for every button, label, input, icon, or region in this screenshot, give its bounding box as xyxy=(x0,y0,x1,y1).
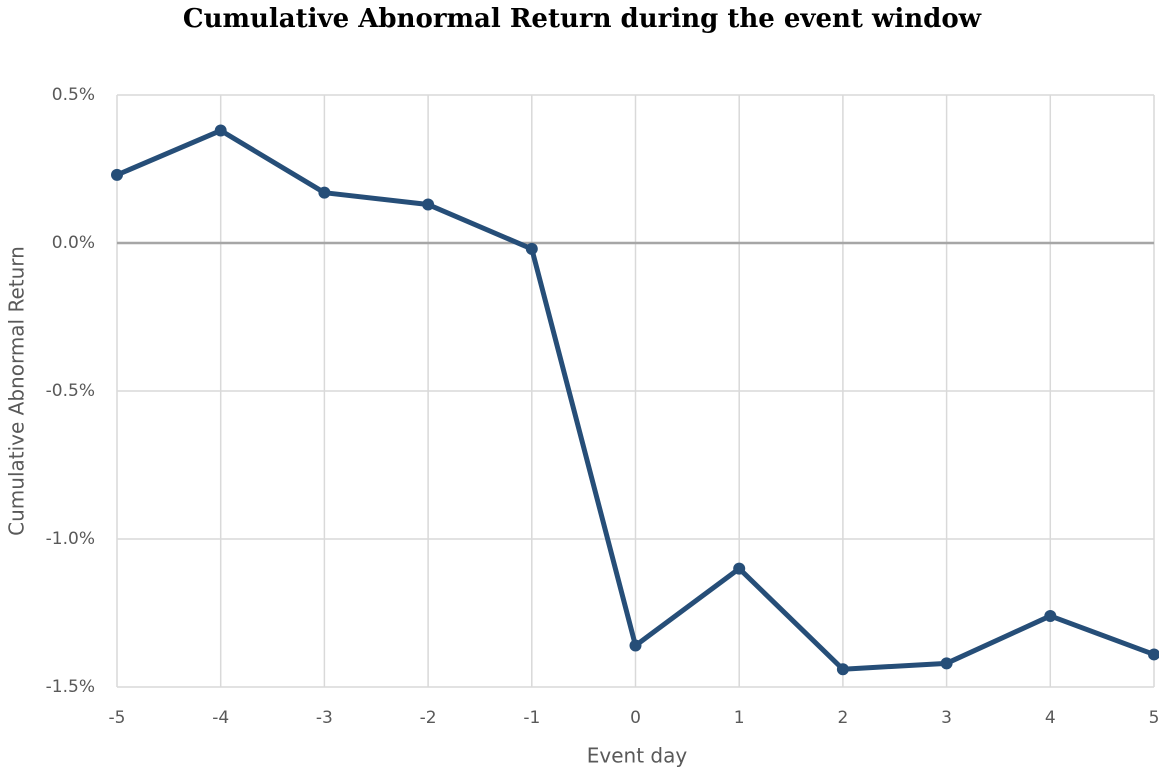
data-point xyxy=(1148,648,1159,661)
data-point xyxy=(525,242,538,255)
data-point xyxy=(1044,609,1057,622)
data-point xyxy=(422,198,435,211)
data-point xyxy=(836,663,849,676)
x-tick-label: 1 xyxy=(734,708,745,728)
x-tick-label: -1 xyxy=(523,708,540,728)
y-tick-label: 0.0% xyxy=(52,233,95,253)
x-tick-label: 4 xyxy=(1045,708,1056,728)
x-tick-label: 5 xyxy=(1149,708,1159,728)
x-tick-label: -5 xyxy=(109,708,126,728)
data-point xyxy=(733,562,746,575)
y-tick-label: -1.5% xyxy=(46,677,95,697)
y-tick-label: -1.0% xyxy=(46,529,95,549)
data-point xyxy=(111,168,123,181)
data-point xyxy=(629,639,642,652)
y-axis-label: Cumulative Abnormal Return xyxy=(5,246,29,536)
x-tick-label: 0 xyxy=(630,708,641,728)
y-tick-label: 0.5% xyxy=(52,85,95,105)
x-axis-label: Event day xyxy=(587,744,688,768)
data-point xyxy=(940,657,953,670)
y-tick-label: -0.5% xyxy=(46,381,95,401)
data-point xyxy=(214,124,227,137)
x-tick-label: -3 xyxy=(316,708,333,728)
x-tick-label: 2 xyxy=(837,708,848,728)
chart-title: Cumulative Abnormal Return during the ev… xyxy=(183,4,982,34)
data-point xyxy=(318,186,331,199)
x-tick-label: -2 xyxy=(420,708,437,728)
x-tick-label: 3 xyxy=(941,708,952,728)
x-tick-label: -4 xyxy=(212,708,229,728)
